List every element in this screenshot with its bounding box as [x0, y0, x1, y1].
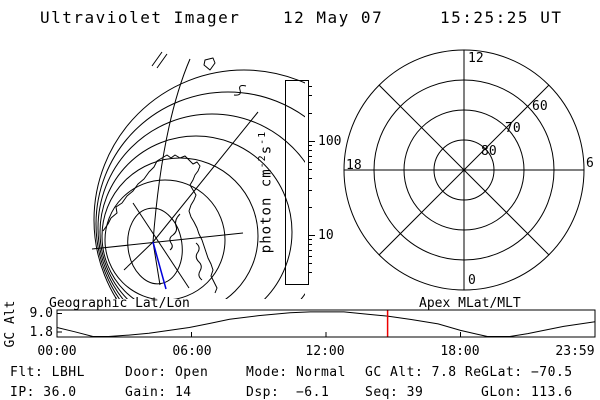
mlt-label-12: 12: [468, 51, 484, 66]
header-date: 12 May 07: [283, 8, 384, 27]
unit-exp-2: -1: [257, 130, 268, 145]
unit-exp-1: -2: [257, 154, 268, 169]
colorbar-minor-tick: [309, 155, 312, 157]
ytick-9: 9.0: [30, 306, 53, 321]
mlt-label-18: 18: [346, 158, 362, 173]
colorbar-major-tick: [309, 234, 315, 236]
header-time: 15:25:25 UT: [440, 8, 563, 27]
mlat-label-60: 60: [532, 99, 548, 114]
unit-prefix: photon cm: [258, 168, 275, 254]
readout-flt: Flt: LBHL: [10, 365, 85, 380]
readout-seq: Seq: 39: [365, 385, 424, 400]
colorbar-major-tick: [309, 140, 315, 142]
mlat-label-70: 70: [505, 121, 521, 136]
colorbar-minor-tick: [309, 244, 312, 246]
colorbar-minor-tick: [309, 239, 312, 241]
colorbar-minor-tick: [309, 206, 312, 208]
colorbar-minor-tick: [309, 95, 312, 97]
island-outline: [203, 57, 216, 71]
xtick-2359: 23:59: [555, 344, 594, 359]
strip-frame: [56, 309, 596, 338]
colorbar-minor-tick: [309, 145, 312, 147]
colorbar-minor-tick: [309, 263, 312, 265]
colorbar-tick-label: 10: [318, 227, 334, 243]
colorbar: [285, 80, 309, 285]
readout-gain: Gain: 14: [125, 385, 192, 400]
readout-glat: GLat: −70.5: [481, 365, 573, 380]
altitude-curve: [56, 311, 596, 337]
colorbar-bands: [286, 81, 308, 284]
colorbar-minor-tick: [309, 86, 312, 88]
colorbar-tick-label: 100: [318, 133, 342, 149]
colorbar-minor-tick: [309, 255, 312, 257]
meridian-lines: [91, 58, 259, 289]
colorbar-minor-tick: [309, 178, 312, 180]
colorbar-minor-tick: [309, 249, 312, 251]
readout-door: Door: Open: [125, 365, 209, 380]
mlt-spokes: [344, 50, 584, 290]
altitude-strip-chart: 9.0 1.8 GC Alt 00:00 06:00 12:00 18:00 2…: [3, 301, 596, 359]
colorbar-minor-tick: [309, 112, 312, 114]
readout-dsp: Dsp: −6.1: [246, 385, 330, 400]
colorbar-ticks: 100 10: [309, 80, 354, 283]
strip-x-ticks: [191, 332, 461, 337]
unit-mid: s: [258, 144, 275, 155]
xtick-1200: 12:00: [305, 344, 344, 359]
colorbar-unit-label: photon cm-2s-1: [257, 131, 275, 253]
apex-polar-plot: [343, 49, 585, 291]
strip-y-axis-label: GC Alt: [3, 301, 18, 348]
geographic-plot-title: Geographic Lat/Lon: [49, 296, 190, 311]
ytick-1-8: 1.8: [30, 325, 53, 340]
readout-mode: Mode: Normal: [246, 365, 346, 380]
colorbar-minor-tick: [309, 150, 312, 152]
xtick-0000: 00:00: [37, 344, 76, 359]
geographic-plot: [91, 51, 305, 299]
mlat-label-80: 80: [481, 144, 497, 159]
mlt-label-0: 0: [468, 273, 476, 288]
readout-gcalt: GC Alt: 7.8 Re: [365, 365, 482, 380]
readout-glon: GLon: 113.6: [481, 385, 573, 400]
island-fragment: [151, 51, 168, 69]
colorbar-minor-tick: [309, 272, 312, 274]
xtick-1800: 18:00: [440, 344, 479, 359]
colorbar-minor-tick: [309, 161, 312, 163]
mlt-label-6: 6: [586, 156, 594, 171]
colorbar-minor-tick: [309, 169, 312, 171]
coastline: [102, 51, 247, 294]
apex-polar-labels: 12 18 6 0 80 70 60: [346, 51, 594, 288]
orbit-track-line: [152, 241, 167, 290]
app-title: Ultraviolet Imager: [40, 8, 241, 27]
colorbar-minor-tick: [309, 190, 312, 192]
readout-ip: IP: 36.0: [10, 385, 77, 400]
strip-y-ticks: [57, 313, 62, 333]
terminator-ellipse: [127, 207, 183, 285]
strip-time-labels: 00:00 06:00 12:00 18:00 23:59: [37, 344, 594, 359]
apex-plot-title: Apex MLat/MLT: [419, 296, 521, 311]
xtick-0600: 06:00: [172, 344, 211, 359]
island-squiggle: [233, 85, 247, 96]
